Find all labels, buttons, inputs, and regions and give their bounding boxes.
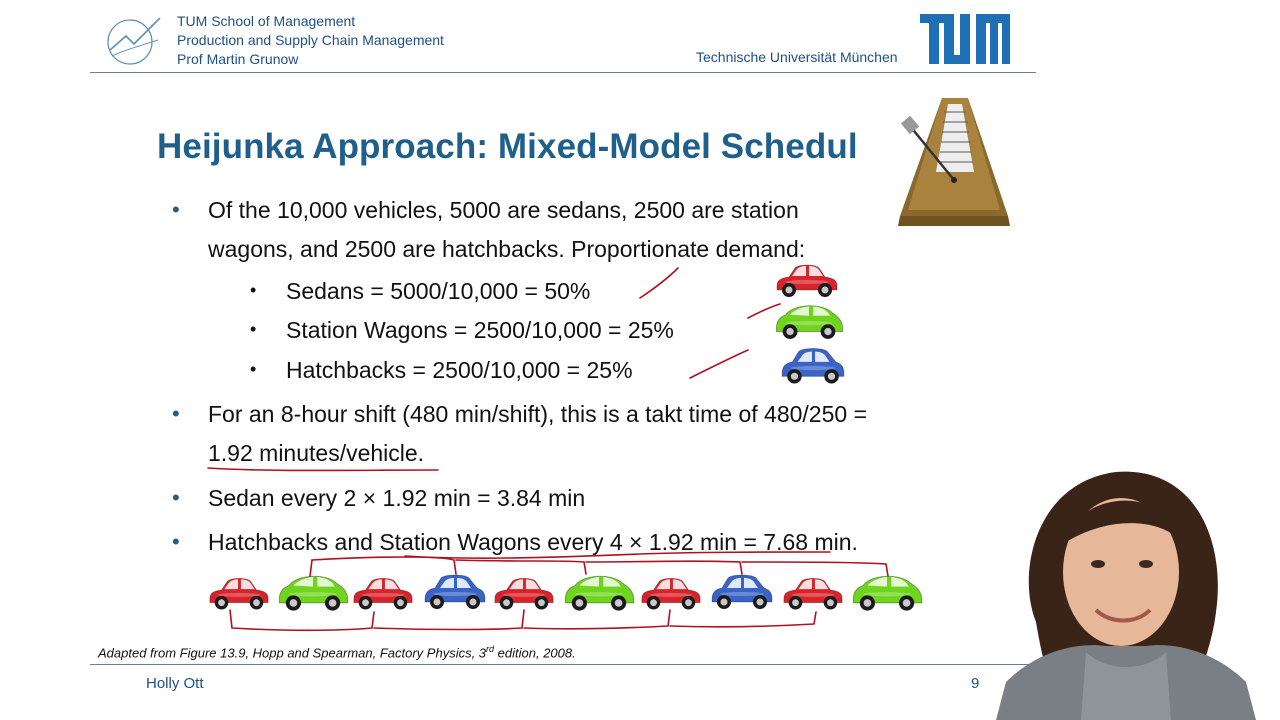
- management-chart-icon: [107, 17, 161, 65]
- sub-bullet-marker: •: [250, 280, 257, 300]
- bullet-1-line-2: wagons, and 2500 are hatchbacks. Proport…: [208, 236, 806, 262]
- sequence-car-icon: [852, 575, 923, 611]
- metronome-icon: [898, 98, 1010, 226]
- sedan-car-icon: [776, 264, 838, 297]
- bullet-1-line-1: Of the 10,000 vehicles, 5000 are sedans,…: [208, 197, 799, 223]
- page-number: 9: [971, 675, 980, 692]
- header-divider: [90, 72, 1036, 73]
- bullet-3: Sedan every 2 × 1.92 min = 3.84 min: [208, 485, 586, 511]
- sequence-car-icon: [564, 575, 635, 611]
- sequence-car-icon: [641, 578, 701, 610]
- footer-divider: [90, 664, 1036, 665]
- bullet-marker: •: [172, 197, 180, 222]
- slide-title: Heijunka Approach: Mixed-Model Schedul: [157, 127, 858, 166]
- header-text: TUM School of Management Production and …: [177, 12, 444, 69]
- sequence-car-icon: [424, 574, 486, 609]
- bullet-2-line-1: For an 8-hour shift (480 min/shift), thi…: [208, 401, 868, 427]
- presenter-video: [996, 471, 1256, 720]
- sub-bullet-marker: •: [250, 359, 257, 379]
- sequence-car-icon: [353, 578, 413, 610]
- station-wagon-car-icon: [775, 305, 844, 339]
- header-chair: Production and Supply Chain Management: [177, 32, 444, 48]
- sub-bullet-marker: •: [250, 319, 257, 339]
- header-school: TUM School of Management: [177, 13, 356, 29]
- header-university: Technische Universität München: [696, 49, 898, 65]
- header-professor: Prof Martin Grunow: [177, 51, 299, 67]
- sequence-car-icon: [494, 578, 554, 610]
- bullet-marker: •: [172, 485, 180, 510]
- sequence-car-icon: [209, 578, 269, 610]
- footer-presenter: Holly Ott: [146, 675, 204, 692]
- tum-logo-icon: [920, 14, 1010, 64]
- bullet-4: Hatchbacks and Station Wagons every 4 × …: [208, 529, 858, 555]
- sequence-car-icon: [783, 578, 843, 610]
- figure-caption: Adapted from Figure 13.9, Hopp and Spear…: [98, 644, 576, 661]
- sequence-car-icon: [711, 574, 773, 609]
- hatchback-car-icon: [781, 348, 845, 384]
- bullet-2-line-2: 1.92 minutes/vehicle.: [208, 440, 425, 466]
- sub-bullet-sedans: Sedans = 5000/10,000 = 50%: [286, 278, 591, 304]
- sub-bullet-hatchbacks: Hatchbacks = 2500/10,000 = 25%: [286, 357, 633, 383]
- bullet-marker: •: [172, 529, 180, 554]
- sub-bullet-wagons: Station Wagons = 2500/10,000 = 25%: [286, 317, 674, 343]
- bullet-marker: •: [172, 401, 180, 426]
- sequence-car-icon: [278, 575, 349, 611]
